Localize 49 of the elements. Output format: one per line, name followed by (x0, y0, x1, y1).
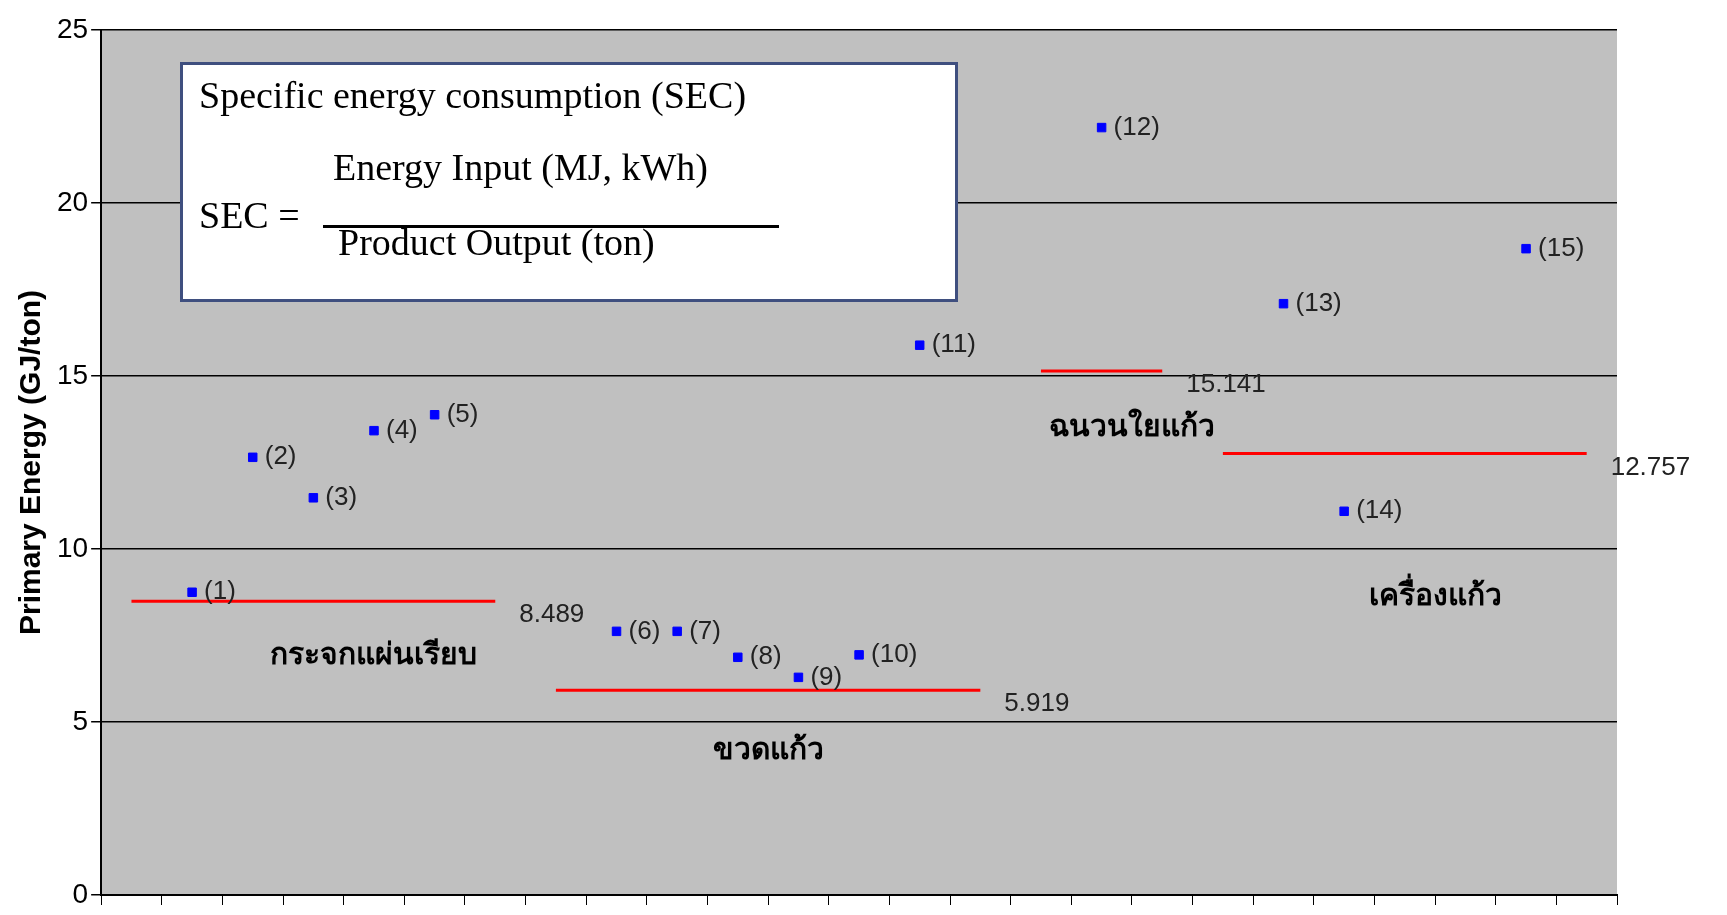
point (793, 672, 804, 683)
point (247, 452, 258, 463)
series-label: (7) (689, 614, 721, 645)
data-label: 12.757 (1610, 450, 1691, 481)
series-label: (1) (204, 575, 236, 606)
y-tick-label: 0 (72, 877, 89, 909)
y-tick-label: 5 (72, 704, 89, 736)
annotation: ฉนวนใยแก้ว (1048, 407, 1215, 443)
annotation: เครื่องแก้ว (1368, 573, 1502, 613)
series-label: (3) (325, 480, 358, 511)
point (914, 340, 925, 350)
series-label: (6) (628, 614, 661, 645)
series-label: (11) (931, 328, 977, 359)
point (611, 626, 622, 637)
point (672, 626, 682, 637)
series-label: (2) (264, 440, 297, 471)
y-tick-label: 15 (56, 358, 89, 390)
point (187, 587, 197, 597)
series-label: (5) (446, 397, 479, 428)
point (1521, 243, 1531, 254)
point (1278, 298, 1289, 309)
series-label: (13) (1295, 286, 1342, 317)
series-label: (14) (1356, 494, 1403, 525)
series-label: (8) (749, 640, 782, 671)
annotation: SEC = (199, 193, 300, 237)
series-label: (15) (1538, 231, 1585, 262)
annotation: กระจกแผ่นเรียบ (270, 636, 478, 672)
y-tick-label: 25 (56, 12, 89, 44)
y-tick-label: 10 (56, 531, 89, 563)
point (308, 493, 319, 503)
y-axis-title: Primary Energy (GJ/ton) (13, 289, 47, 636)
series-label: (12) (1113, 110, 1160, 141)
series-label: (4) (386, 413, 418, 444)
point (1339, 506, 1349, 517)
series-label: (10) (871, 638, 918, 669)
series-label: (9) (810, 660, 843, 691)
data-label: 15.141 (1186, 368, 1266, 399)
annotation: ขวดแก้ว (712, 731, 824, 767)
point (369, 425, 379, 436)
data-label: 8.489 (519, 598, 585, 629)
point (854, 650, 864, 660)
annotation: Specific energy consumption (SEC) (199, 73, 747, 117)
y-tick-label: 20 (56, 185, 89, 217)
point (733, 652, 743, 663)
data-label: 5.919 (1004, 687, 1070, 718)
point (1096, 122, 1107, 133)
annotation: Product Output (ton) (338, 220, 655, 264)
annotation: Energy Input (MJ, kWh) (333, 145, 709, 189)
point (429, 410, 440, 420)
